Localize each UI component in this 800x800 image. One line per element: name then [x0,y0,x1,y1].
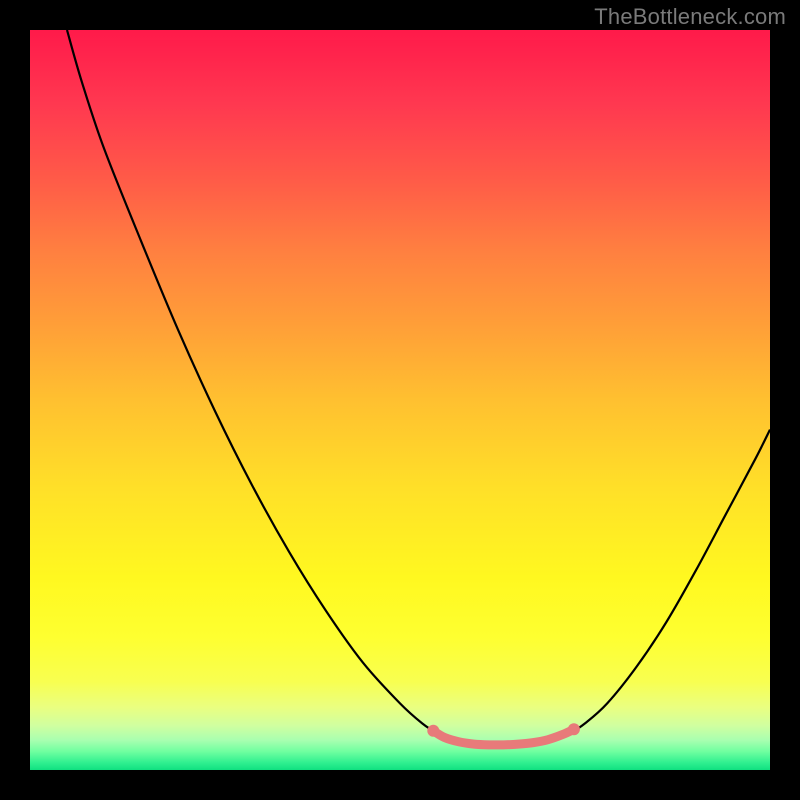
bottleneck-curve [67,30,770,744]
plot-area [30,30,770,770]
chart-container: TheBottleneck.com [0,0,800,800]
optimal-range-end-marker [568,723,580,735]
attribution-label: TheBottleneck.com [594,4,786,30]
curve-layer [30,30,770,770]
optimal-range-highlight [433,729,574,745]
optimal-range-start-marker [427,725,439,737]
